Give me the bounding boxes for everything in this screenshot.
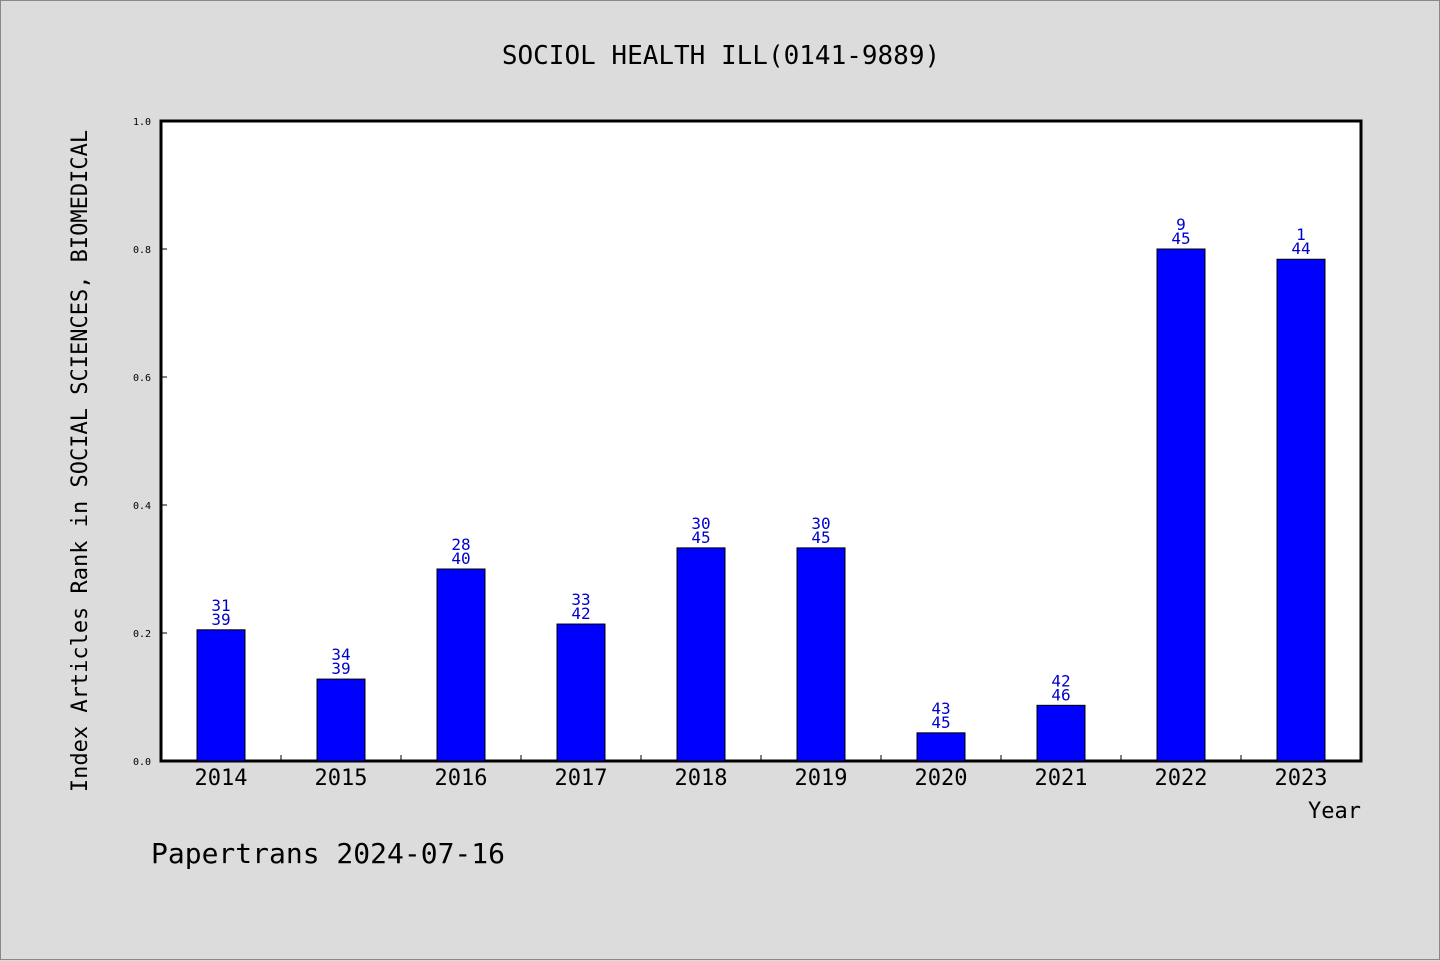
data-label-total: 46 [1051, 685, 1070, 704]
bar [196, 629, 246, 762]
y-tick-label: 0.6 [133, 373, 151, 384]
x-axis-label: Year [1308, 799, 1361, 824]
data-label-total: 45 [1171, 229, 1190, 248]
bar [916, 732, 966, 762]
chart-marks: 0.00.20.40.60.81.02014313920153439201628… [133, 117, 1328, 791]
bar [556, 623, 606, 762]
bar [1156, 248, 1206, 762]
bar [316, 678, 366, 762]
y-tick-label: 0.4 [133, 501, 151, 512]
data-label-total: 39 [331, 659, 350, 678]
data-label-rank: 30 [811, 514, 830, 533]
data-label-total: 45 [811, 528, 830, 547]
data-label-total: 42 [571, 604, 590, 623]
data-label-total: 45 [931, 713, 950, 732]
bar [676, 547, 726, 762]
x-tick-label: 2022 [1155, 766, 1208, 791]
x-tick-label: 2020 [915, 766, 968, 791]
data-label-rank: 1 [1296, 225, 1306, 244]
bar [1276, 258, 1326, 762]
data-label-total: 39 [211, 610, 230, 629]
y-tick-label: 0.2 [133, 629, 151, 640]
y-tick-label: 0.0 [133, 757, 151, 768]
data-label-total: 45 [691, 528, 710, 547]
x-tick-label: 2018 [675, 766, 728, 791]
x-tick-label: 2023 [1275, 766, 1328, 791]
chart-title: SOCIOL HEALTH ILL(0141-9889) [502, 41, 940, 71]
y-tick-label: 0.8 [133, 245, 151, 256]
bar [436, 568, 486, 762]
data-label-total: 44 [1291, 239, 1310, 258]
data-label-total: 40 [451, 549, 470, 568]
x-tick-label: 2016 [435, 766, 488, 791]
data-label-rank: 9 [1176, 215, 1186, 234]
x-tick-label: 2015 [315, 766, 368, 791]
bar [1036, 704, 1086, 762]
data-label-rank: 31 [211, 596, 230, 615]
footer-credit: Papertrans 2024-07-16 [151, 837, 505, 870]
x-tick-label: 2014 [195, 766, 248, 791]
data-label-rank: 28 [451, 535, 470, 554]
x-tick-label: 2019 [795, 766, 848, 791]
data-label-rank: 33 [571, 590, 590, 609]
x-tick-label: 2017 [555, 766, 608, 791]
x-tick-label: 2021 [1035, 766, 1088, 791]
y-axis-label: Index Articles Rank in SOCIAL SCIENCES, … [68, 130, 93, 792]
data-label-rank: 42 [1051, 671, 1070, 690]
data-label-rank: 43 [931, 699, 950, 718]
y-tick-label: 1.0 [133, 117, 151, 128]
bar [796, 547, 846, 762]
data-label-rank: 34 [331, 645, 350, 664]
data-label-rank: 30 [691, 514, 710, 533]
